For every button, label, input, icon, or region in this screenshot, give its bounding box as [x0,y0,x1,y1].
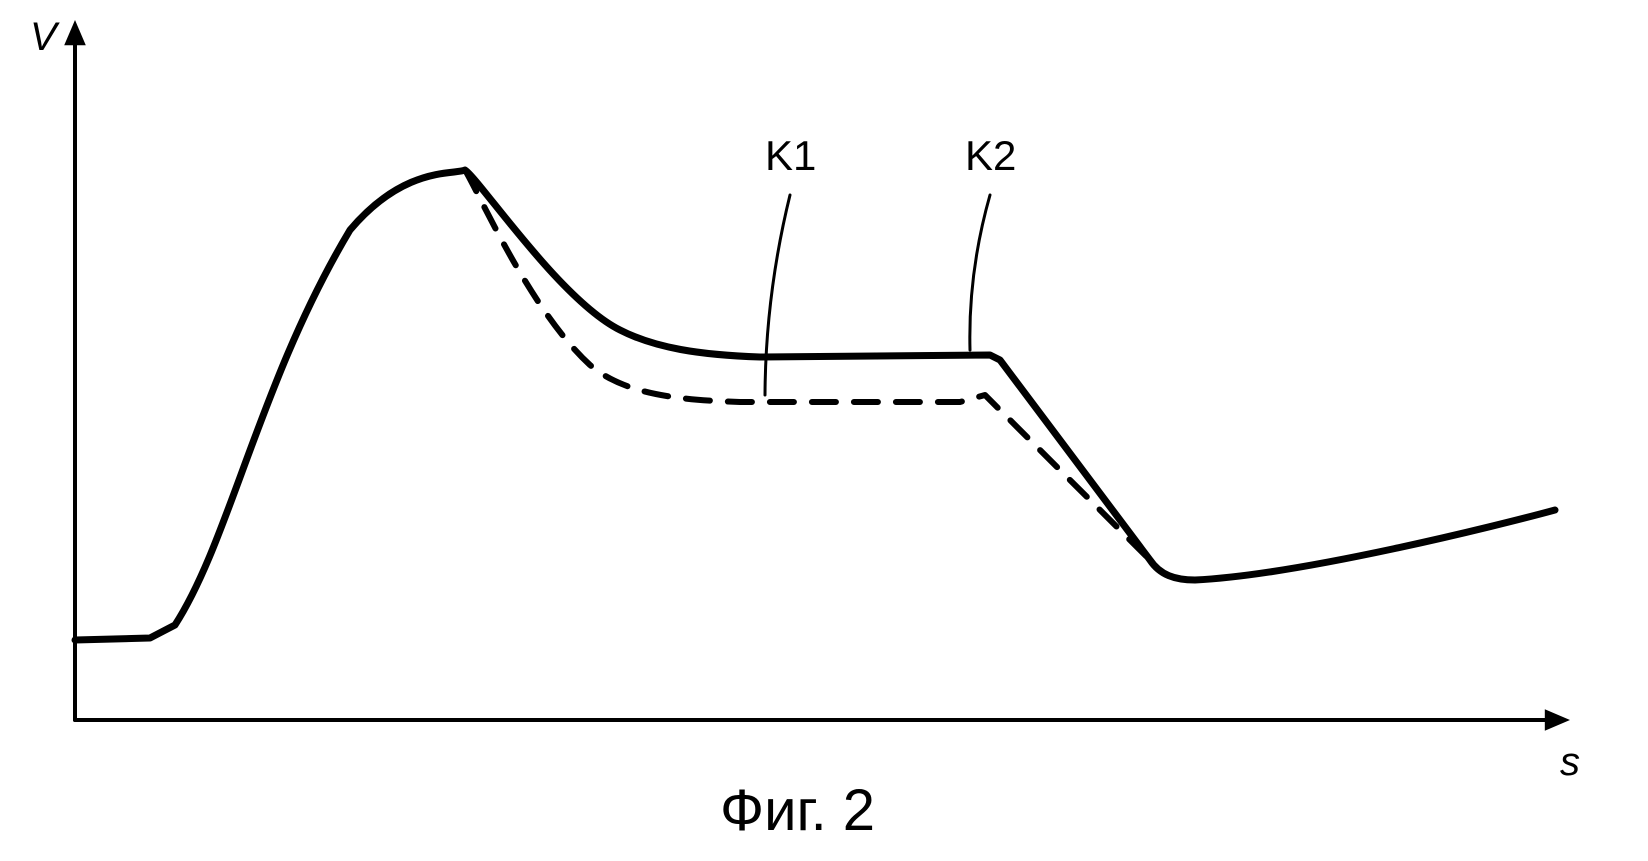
chart-background [0,0,1648,861]
y-axis-label: V [30,15,60,59]
x-axis-label: s [1560,740,1580,784]
label-k1: K1 [765,132,816,179]
figure-caption: Фиг. 2 [720,778,875,843]
label-k2: K2 [965,132,1016,179]
